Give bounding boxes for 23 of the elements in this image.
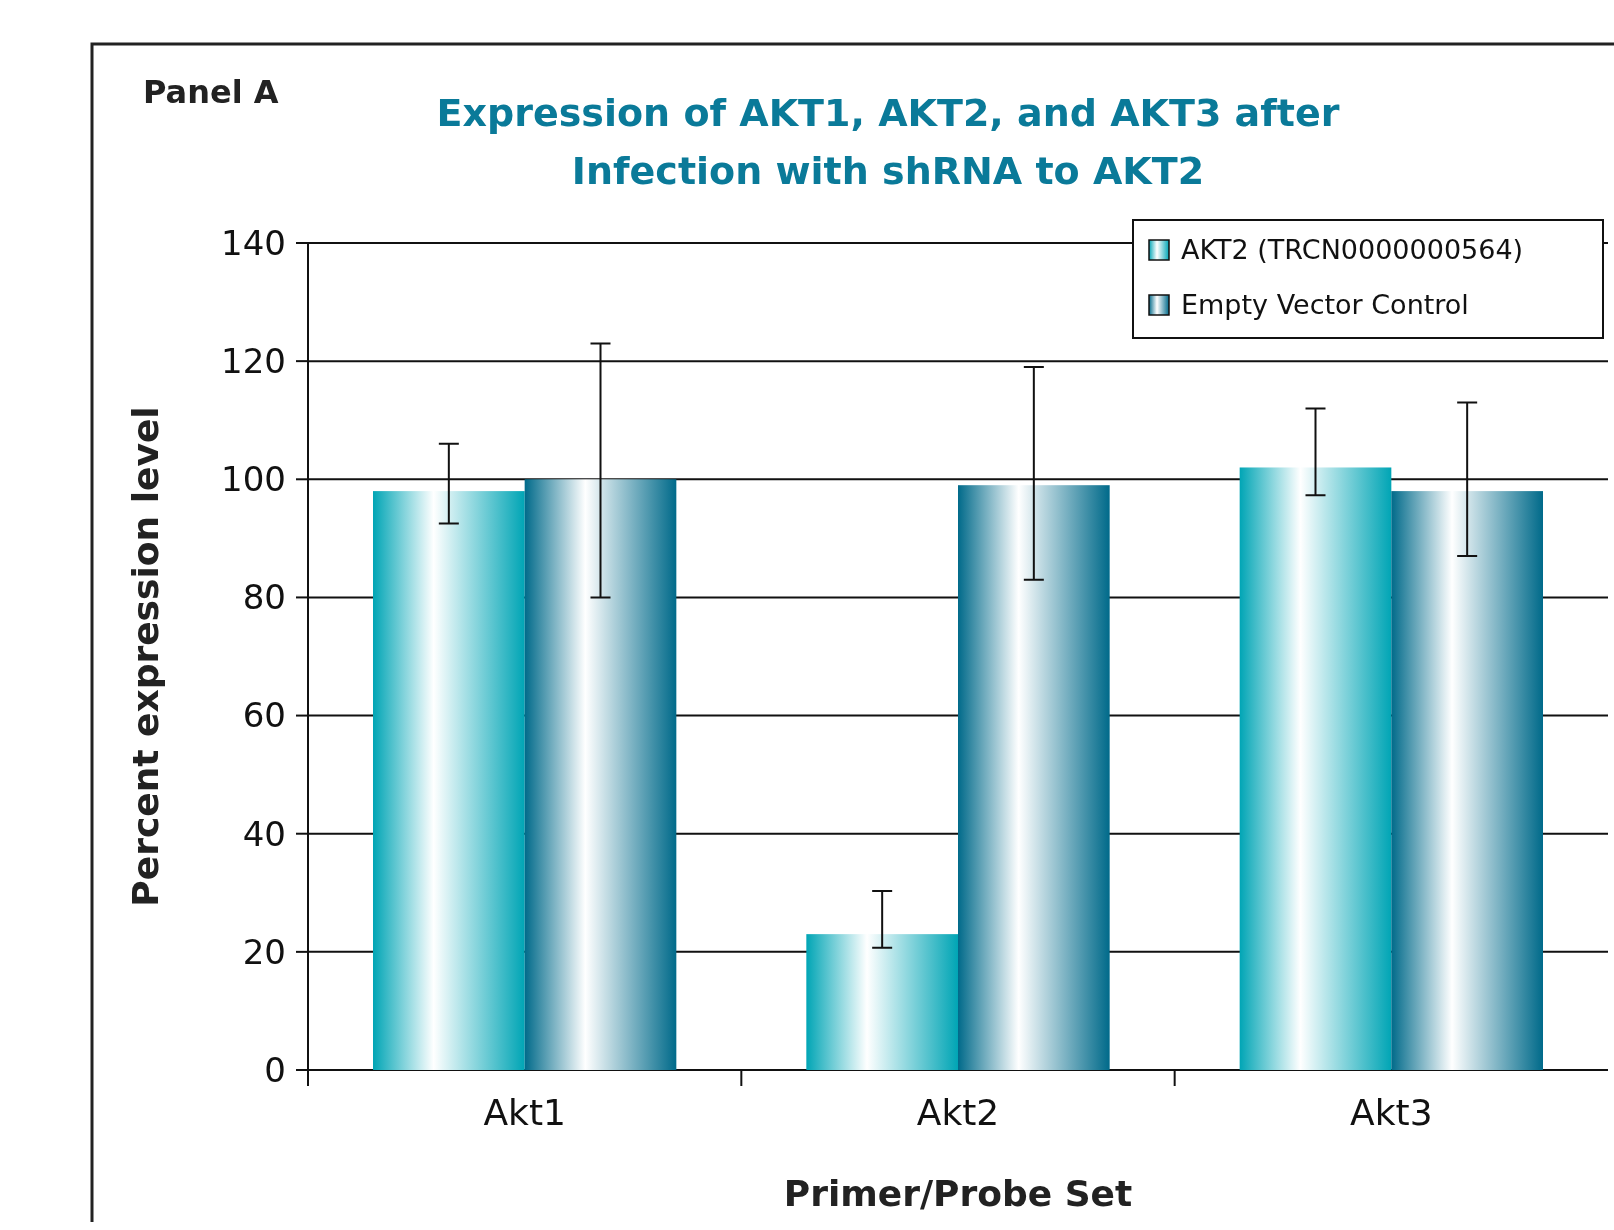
bar [806, 934, 958, 1070]
y-tick-label: 80 [242, 577, 286, 618]
y-tick-label: 120 [221, 341, 286, 382]
x-tick-label: Akt2 [916, 1092, 1000, 1133]
bar [1239, 467, 1392, 1070]
x-tick-label: Akt1 [483, 1092, 566, 1133]
x-axis-title: Primer/Probe Set [783, 1173, 1133, 1214]
chart-title: Expression of AKT1, AKT2, and AKT3 after Infection with shRNA to AKT2 [436, 91, 1340, 193]
y-tick-label: 60 [242, 695, 286, 736]
bar [524, 479, 677, 1070]
bar [958, 485, 1110, 1070]
y-tick-label: 140 [221, 222, 286, 263]
text: Panel A [143, 73, 279, 111]
y-tick-label: 40 [242, 813, 286, 854]
bar [373, 491, 525, 1070]
y-tick-label: 100 [221, 459, 286, 500]
bar [1391, 491, 1543, 1070]
y-tick-label: 0 [264, 1049, 286, 1090]
x-tick-label: Akt3 [1350, 1092, 1433, 1133]
y-tick-label: 20 [242, 931, 286, 972]
legend-label: AKT2 (TRCN0000000564) [1181, 234, 1524, 266]
legend-label: Empty Vector Control [1181, 289, 1469, 321]
y-axis-title: Percent expression level [125, 406, 166, 907]
